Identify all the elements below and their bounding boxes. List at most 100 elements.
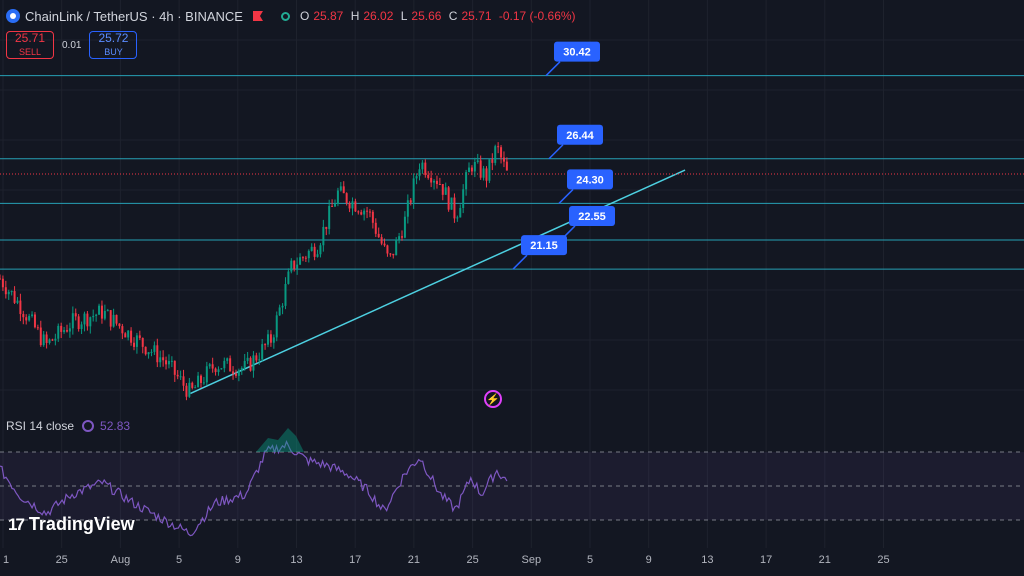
candle-body — [456, 217, 459, 219]
candle-body — [144, 346, 147, 355]
candle-body — [328, 205, 331, 229]
candle-body — [342, 186, 345, 194]
candle-body — [383, 243, 386, 246]
candle-body — [336, 190, 339, 204]
candle-body — [156, 345, 159, 363]
candle-body — [89, 317, 92, 327]
candle-body — [491, 159, 494, 163]
settings-loop-icon[interactable] — [82, 420, 95, 432]
candle-body — [208, 364, 211, 367]
candle-body — [74, 313, 77, 317]
x-tick-label: Aug — [111, 554, 131, 566]
level-label-box — [569, 205, 615, 226]
buy-button[interactable]: 25.72 BUY — [89, 31, 138, 59]
candle-body — [1, 278, 4, 288]
flag-icon[interactable] — [252, 11, 263, 21]
level-label: 24.30 — [576, 174, 604, 186]
candle-body — [401, 236, 404, 238]
candle-body — [22, 314, 25, 318]
candle-body — [42, 334, 45, 346]
candle-body — [269, 334, 272, 343]
candle-body — [98, 305, 101, 315]
candle-body — [68, 328, 71, 332]
candle-body — [7, 291, 10, 295]
level-label: 26.44 — [566, 130, 594, 142]
candle-body — [272, 337, 275, 343]
candle-body — [357, 211, 360, 213]
candle-body — [194, 387, 197, 389]
candle-body — [173, 360, 176, 375]
candle-body — [374, 222, 377, 234]
candle-body — [176, 374, 179, 377]
symbol-title[interactable]: ChainLink / TetherUS · 4h · BINANCE — [25, 8, 243, 24]
x-tick-label: 5 — [587, 554, 593, 566]
candle-body — [377, 233, 380, 238]
candle-body — [395, 239, 398, 256]
x-tick-label: 13 — [701, 554, 713, 566]
candle-body — [479, 160, 482, 178]
candle-body — [435, 180, 438, 185]
label-pointer — [558, 188, 574, 204]
candle-body — [339, 186, 342, 191]
candle-body — [130, 330, 133, 343]
chart-header: ChainLink / TetherUS · 4h · BINANCE O 25.… — [6, 6, 576, 26]
x-tick-label: 17 — [760, 554, 772, 566]
candle-body — [488, 159, 491, 181]
candle-body — [95, 314, 98, 316]
candle-body — [170, 360, 173, 362]
candle-body — [459, 208, 462, 218]
level-label-box — [554, 41, 600, 62]
candle-body — [264, 344, 267, 346]
candle-body — [28, 315, 31, 321]
tradingview-logo-icon: 17 — [8, 514, 25, 534]
x-tick-label: 5 — [176, 554, 182, 566]
x-tick-label: 17 — [349, 554, 361, 566]
candle-body — [80, 324, 83, 329]
candle-body — [0, 278, 1, 280]
candle-body — [438, 184, 441, 186]
candle-body — [165, 360, 168, 365]
candle-body — [45, 334, 48, 343]
candle-body — [465, 172, 468, 190]
candle-body — [115, 314, 118, 324]
candle-body — [281, 305, 284, 308]
tradingview-watermark: 17 TradingView — [8, 514, 135, 534]
candle-body — [299, 257, 302, 265]
candle-body — [232, 371, 235, 374]
candle-body — [167, 361, 170, 365]
candle-body — [267, 334, 270, 345]
spread-value: 0.01 — [62, 39, 82, 51]
candle-body — [307, 250, 310, 259]
x-tick-label: 25 — [466, 554, 478, 566]
candle-body — [92, 315, 95, 318]
lightning-icon[interactable]: ⚡ — [484, 390, 502, 408]
candle-body — [505, 161, 508, 171]
candle-body — [403, 216, 406, 238]
candle-body — [470, 167, 473, 172]
x-tick-label: Sep — [522, 554, 542, 566]
candle-body — [226, 358, 229, 361]
candle-body — [418, 169, 421, 177]
candle-body — [258, 359, 261, 361]
candle-body — [124, 333, 127, 338]
label-pointer — [512, 254, 528, 270]
rsi-label[interactable]: RSI 14 close — [6, 419, 75, 433]
candle-body — [476, 160, 479, 163]
candle-body — [63, 330, 66, 332]
x-tick-label: 9 — [235, 554, 241, 566]
candle-body — [112, 314, 115, 327]
candle-body — [159, 357, 162, 363]
candle-body — [133, 342, 136, 347]
candle-body — [252, 355, 255, 371]
candle-body — [316, 254, 319, 257]
candle-body — [398, 236, 401, 240]
candle-body — [246, 357, 249, 361]
x-tick-label: 1 — [3, 554, 9, 566]
candles — [0, 142, 508, 401]
candle-body — [182, 376, 185, 386]
candle-body — [450, 197, 453, 210]
candle-body — [19, 300, 22, 315]
sell-button[interactable]: 25.71 SELL — [6, 31, 54, 59]
candle-body — [371, 211, 374, 223]
